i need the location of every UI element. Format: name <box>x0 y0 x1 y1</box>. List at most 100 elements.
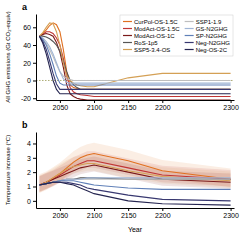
tick: 3 <box>27 155 36 162</box>
tick: 2200 <box>155 100 171 111</box>
legend-item: SSP5-3.4-OS <box>123 47 170 53</box>
legend-frame <box>120 15 233 56</box>
tick-label: 1 <box>27 183 31 190</box>
tick-label: 2 <box>27 169 31 176</box>
tick: 2100 <box>87 208 103 219</box>
legend-swatch <box>185 21 194 22</box>
tick: 0 <box>27 77 36 84</box>
tick-label: 2150 <box>121 212 137 219</box>
tick: 0 <box>27 198 36 205</box>
tick-mark <box>33 172 36 173</box>
legend-item: RoS-1p5 <box>123 40 158 46</box>
tick-label: 2100 <box>87 104 103 111</box>
series-line <box>39 36 230 80</box>
series-line <box>39 36 230 89</box>
legend-swatch <box>123 21 132 22</box>
tick: 2050 <box>53 100 69 111</box>
legend: CurPol-OS-1.5CModAct-OS-1.5CModAct-OS-1C… <box>120 15 233 56</box>
tick-mark <box>33 143 36 144</box>
tick: 4 <box>27 140 36 147</box>
y-axis: -20 0 20 40 60 <box>21 15 37 102</box>
series-line <box>39 36 230 89</box>
legend-label: RoS-1p5 <box>134 40 158 46</box>
legend-swatch <box>185 28 194 29</box>
tick-mark <box>231 100 232 103</box>
tick-label: 2050 <box>53 104 69 111</box>
series-line <box>39 36 230 83</box>
axis-line <box>36 133 37 209</box>
legend-item: Neg-OS-2C <box>185 47 228 53</box>
tick-mark <box>60 100 61 103</box>
series-line <box>39 32 230 97</box>
legend-label: Neg-OS-2C <box>196 47 228 53</box>
legend-swatch <box>185 49 194 50</box>
tick: 2 <box>27 169 36 176</box>
tick-label: 2300 <box>223 104 239 111</box>
panel: 2050210021502200230001234bTemperature in… <box>5 120 239 233</box>
tick-mark <box>33 98 36 99</box>
tick-mark <box>33 158 36 159</box>
uncertainty-band <box>39 151 230 192</box>
legend-swatch <box>123 42 132 43</box>
tick-label: 40 <box>23 42 31 49</box>
tick-label: 2150 <box>121 104 137 111</box>
axis-line <box>37 208 235 209</box>
legend-item: GS-N2GHG <box>185 26 228 32</box>
tick: 60 <box>23 24 36 31</box>
tick: 2300 <box>223 208 239 219</box>
legend-item: SSP1-1.9 <box>185 19 222 25</box>
legend-swatch <box>123 35 132 36</box>
tick-mark <box>33 27 36 28</box>
tick-mark <box>128 100 129 103</box>
tick: 2150 <box>121 208 137 219</box>
tick-mark <box>33 201 36 202</box>
tick: 2300 <box>223 100 239 111</box>
chart-container: 20502100215022002300-200204060aAll GHG e… <box>0 0 240 240</box>
tick: 20 <box>23 60 36 67</box>
tick-label: 2200 <box>155 104 171 111</box>
series-line <box>39 34 230 100</box>
panel: 2050 2100 2150 2200 2300 -20 0 20 40 60 a All GHG e… <box>5 2 239 111</box>
tick-mark <box>33 45 36 46</box>
legend-label: ModAct-OS-1.5C <box>134 26 180 32</box>
legend-label: GS-N2GHG <box>196 26 228 32</box>
legend-label: SSP1-1.9 <box>196 19 222 25</box>
legend-label: SP-N2GHG <box>196 33 228 39</box>
series-line <box>39 164 230 186</box>
legend-item: SP-N2GHG <box>185 33 228 39</box>
tick-label: -20 <box>21 95 31 102</box>
y-axis: 0 1 2 3 4 <box>27 133 36 209</box>
tick: 40 <box>23 42 36 49</box>
tick-mark <box>33 80 36 81</box>
legend-label: CurPol-OS-1.5C <box>134 19 178 25</box>
tick-mark <box>33 186 36 187</box>
tick-label: 2100 <box>87 212 103 219</box>
legend-item: ModAct-OS-1.5C <box>123 26 180 32</box>
panel-title: a <box>22 2 28 12</box>
tick-mark <box>162 100 163 103</box>
plot-area <box>39 143 230 205</box>
series-line <box>39 182 230 201</box>
y-axis-title: All GHG emissions (Gt CO₂-equiv) <box>5 11 11 103</box>
tick-mark <box>94 100 95 103</box>
x-axis: 20502100215022002300 <box>37 208 239 219</box>
tick-label: 2050 <box>53 212 69 219</box>
legend-item: CurPol-OS-1.5C <box>123 19 178 25</box>
chart: 20502100215022002300-200204060aAll GHG e… <box>0 0 240 240</box>
tick-label: 0 <box>27 77 31 84</box>
tick-label: 0 <box>27 198 31 205</box>
legend-swatch <box>185 35 194 36</box>
tick-mark <box>128 208 129 211</box>
plot-area <box>36 23 234 100</box>
tick: -20 <box>21 95 36 102</box>
legend-label: Neg-N2GHG <box>196 40 231 46</box>
series-line <box>39 36 230 85</box>
y-axis-title: Temperature increase (°C) <box>5 135 11 205</box>
tick-label: 60 <box>23 24 31 31</box>
tick-mark <box>33 63 36 64</box>
tick: 2100 <box>87 100 103 111</box>
tick-label: 3 <box>27 155 31 162</box>
uncertainty-band <box>39 154 230 192</box>
tick: 2150 <box>121 100 137 111</box>
legend-swatch <box>123 28 132 29</box>
